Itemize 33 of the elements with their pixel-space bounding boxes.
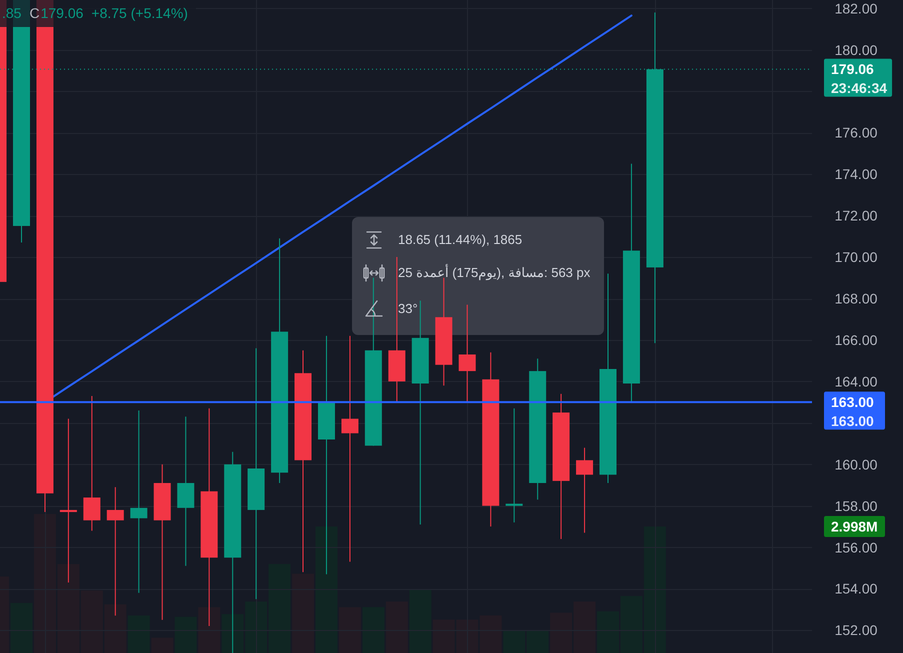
legend-text: +8.75 (+5.14%)	[91, 5, 188, 21]
legend-text: .85	[2, 5, 22, 21]
y-tick-label: 168.00	[834, 290, 878, 307]
y-tick-label: 156.00	[834, 539, 878, 556]
y-tick-label: 164.00	[834, 373, 878, 390]
candlestick	[130, 410, 148, 594]
volume-label: 2.998M	[824, 516, 885, 537]
y-tick-label: 176.00	[834, 124, 878, 141]
y-tick-label: 172.00	[834, 208, 878, 224]
y-tick-label: 180.00	[834, 42, 878, 58]
candlestick	[341, 335, 358, 562]
y-tick-label: 158.00	[834, 498, 878, 514]
legend-text: 179.06	[40, 5, 84, 21]
candlestick	[106, 486, 124, 616]
y-tick-label: 160.00	[834, 456, 878, 472]
candlestick	[458, 304, 476, 403]
y-tick-label: 174.00	[834, 166, 878, 182]
y-tick-label: 152.00	[834, 622, 878, 638]
ref-label: 179.06 23:46:34	[824, 58, 892, 97]
candlestick	[83, 395, 100, 532]
y-tick-label: 170.00	[834, 249, 878, 266]
ref-label: 163.00 163.00	[824, 392, 885, 430]
ref-line-label: 163.00	[831, 394, 874, 410]
ref-line-label: 179.06	[831, 61, 874, 78]
y-tick-label: 182.00	[834, 0, 878, 16]
tooltip-text: 18.65 (11.44%), 1865	[398, 232, 522, 247]
tooltip-text: 33°	[398, 301, 418, 316]
candlestick	[576, 447, 594, 534]
legend-text: C	[29, 5, 40, 21]
candlestick	[60, 418, 77, 584]
y-tick-label: 154.00	[834, 580, 878, 597]
candlestick	[506, 408, 523, 523]
y-tick-label: 166.00	[834, 332, 878, 348]
